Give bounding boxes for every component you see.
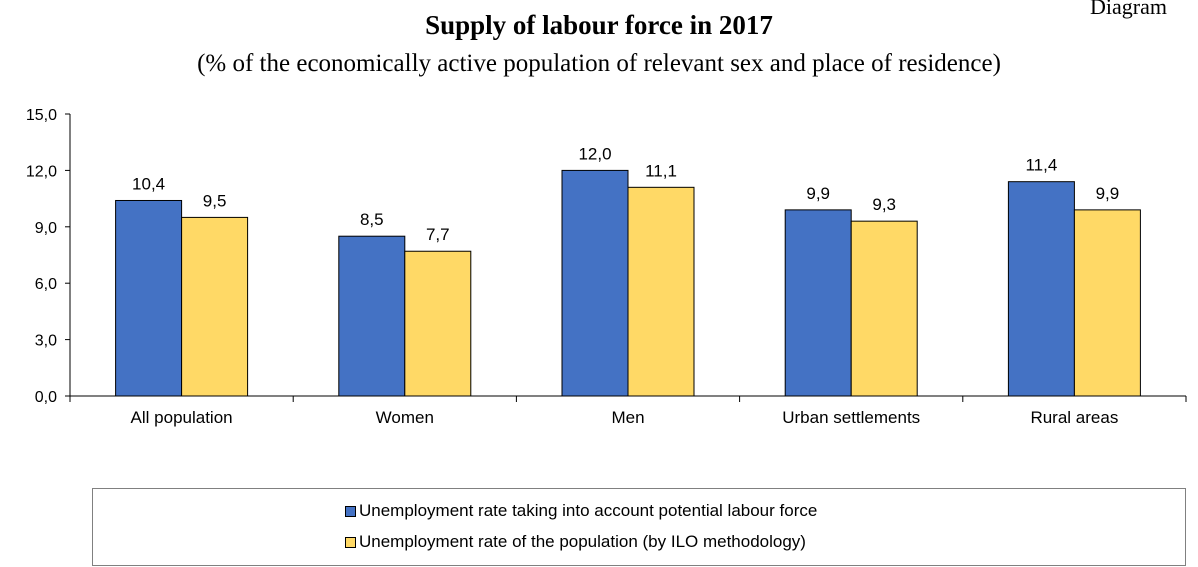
bar: [850, 220, 918, 397]
diagram-label: Diagram: [1090, 0, 1167, 19]
data-label: 11,1: [645, 161, 677, 180]
y-tick-label: 0,0: [35, 389, 57, 406]
y-tick-label: 15,0: [26, 107, 57, 124]
x-tick-label: All population: [131, 408, 233, 427]
legend-item-potential-labour-force: Unemployment rate taking into account po…: [345, 499, 817, 523]
bar: [627, 186, 695, 397]
bar-chart: 0,0 3,0 6,0 9,0 12,0 15,0 All population 10,4 9,…: [26, 107, 1187, 427]
chart-subtitle: (% of the economically active population…: [197, 50, 1001, 77]
y-tick-label: 12,0: [26, 163, 57, 180]
legend-swatch-yellow: [345, 536, 356, 548]
legend-label-potential-labour-force: Unemployment rate taking into account po…: [359, 501, 818, 520]
bar: [1007, 181, 1075, 397]
chart-legend: Unemployment rate taking into account po…: [92, 488, 1186, 566]
bar: [561, 169, 629, 397]
y-tick-label: 3,0: [35, 333, 57, 350]
bar: [404, 250, 472, 397]
x-tick-label: Rural areas: [1030, 408, 1118, 427]
data-label: 8,5: [360, 210, 384, 229]
bar: [1073, 209, 1141, 397]
legend-label-ilo-methodology: Unemployment rate of the population (by …: [359, 532, 806, 551]
data-label: 11,4: [1025, 156, 1057, 175]
data-label: 7,7: [426, 225, 450, 244]
bar: [181, 216, 249, 397]
data-label: 9,9: [806, 184, 830, 203]
x-tick-label: Urban settlements: [782, 408, 920, 427]
x-tick-label: Men: [611, 408, 644, 427]
y-tick-label: 6,0: [35, 276, 57, 293]
data-label: 9,5: [203, 191, 227, 210]
legend-item-ilo-methodology: Unemployment rate of the population (by …: [345, 530, 806, 554]
bar: [784, 209, 852, 397]
chart-title: Supply of labour force in 2017: [425, 10, 773, 40]
data-label: 12,0: [578, 144, 611, 163]
bar: [338, 235, 406, 397]
legend-swatch-blue: [345, 505, 356, 517]
data-label: 10,4: [132, 174, 165, 193]
x-tick-label: Women: [376, 408, 434, 427]
y-tick-label: 9,0: [35, 220, 57, 237]
data-label: 9,3: [872, 195, 896, 214]
bar: [115, 199, 183, 397]
data-label: 9,9: [1096, 184, 1120, 203]
